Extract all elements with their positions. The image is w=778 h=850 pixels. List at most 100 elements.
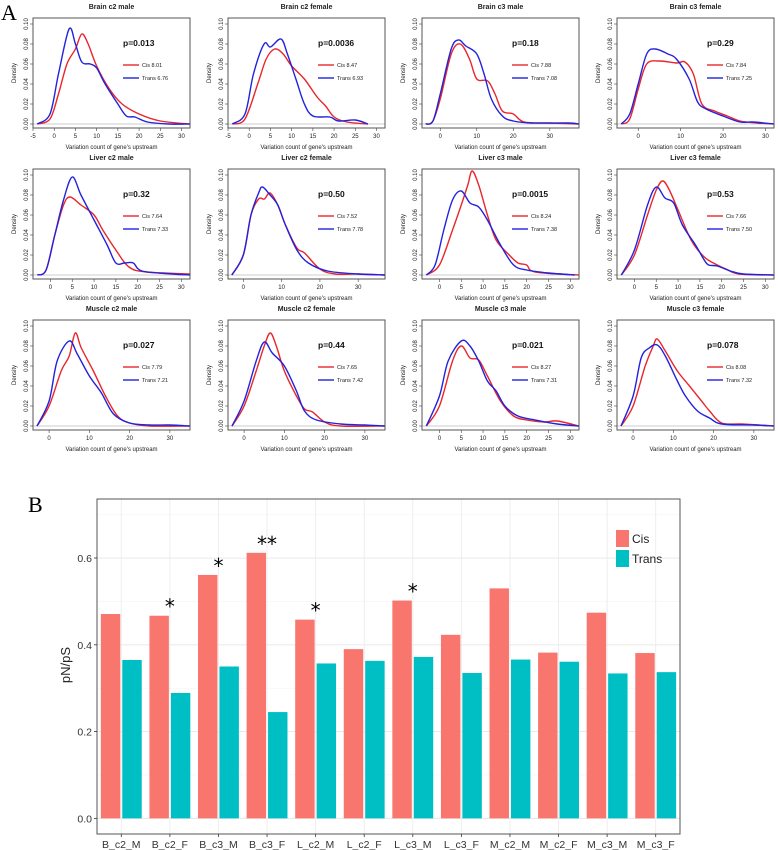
y-tick-label: 0.02	[24, 400, 30, 412]
y-tick-label: 0.00	[219, 420, 225, 432]
trans-density-curve	[620, 48, 775, 125]
x-tick-label: 15	[113, 285, 120, 291]
y-axis-label: Density	[12, 214, 18, 234]
y-tick-label: 0.6	[77, 553, 92, 565]
x-tick-label: 0	[248, 134, 252, 140]
x-tick-label: 5	[74, 134, 78, 140]
x-tick-label: 10	[91, 285, 98, 291]
density-panel: Brain c2 male 0.00 0.02 0.04 0.06 0.08 0.10 -5 0…	[12, 4, 191, 151]
y-axis-label: Density	[596, 365, 602, 385]
x-tick-label: 5	[460, 436, 464, 442]
y-tick-label: 0.02	[608, 249, 614, 261]
trans-bar	[268, 712, 288, 819]
cis-bar	[489, 588, 509, 819]
y-tick-label: 0.02	[413, 400, 419, 412]
x-tick-label: 20	[317, 285, 324, 291]
x-tick-label: 10	[675, 285, 682, 291]
density-panel: Brain c3 male 0.00 0.02 0.04 0.06 0.08 0.10 0 10…	[401, 4, 580, 151]
y-tick-label: 0.10	[413, 18, 419, 30]
y-tick-label: 0.08	[24, 340, 30, 352]
legend-trans-label: Trans 7.50	[726, 227, 752, 233]
legend-trans-label: Trans 6.76	[142, 76, 168, 82]
plot-frame	[421, 319, 580, 431]
x-tick-label: 0	[53, 134, 57, 140]
density-panel: Brain c2 female 0.00 0.02 0.04 0.06 0.08 0.10 -…	[207, 4, 386, 151]
p-value: p=0.44	[318, 340, 345, 350]
plot-background	[97, 499, 680, 834]
significance-marker: **	[257, 532, 277, 556]
y-axis-label: Density	[596, 63, 602, 83]
cis-bar	[440, 634, 461, 819]
panel-title: Muscle c3 female	[667, 306, 725, 313]
trans-bar	[656, 672, 677, 819]
x-tick-label: M_c3_M	[587, 839, 627, 850]
trans-density-curve	[36, 340, 191, 427]
y-tick-label: 0.04	[24, 78, 30, 90]
y-tick-label: 0.00	[608, 420, 614, 432]
x-axis-label: Variation count of gene's upstream	[260, 447, 352, 453]
x-tick-label: 20	[331, 134, 338, 140]
density-panel: Liver c3 female 0.00 0.02 0.04 0.06 0.08 0.10 0…	[596, 155, 775, 302]
y-tick-label: 0.06	[219, 360, 225, 372]
y-tick-label: 0.02	[219, 249, 225, 261]
y-tick-label: 0.02	[219, 98, 225, 110]
x-tick-label: L_c3_F	[444, 839, 479, 850]
x-tick-label: 15	[502, 285, 509, 291]
trans-density-curve	[620, 186, 775, 276]
plot-frame	[421, 17, 580, 129]
x-tick-label: L_c3_M	[394, 839, 431, 850]
x-tick-label: 30	[567, 285, 574, 291]
y-tick-label: 0.04	[608, 380, 614, 392]
x-tick-label: 25	[352, 134, 359, 140]
density-panel: Liver c2 female 0.00 0.02 0.04 0.06 0.08 0.10 0…	[207, 155, 386, 302]
y-tick-label: 0.08	[413, 38, 419, 50]
legend-trans-label: Trans 7.08	[531, 76, 557, 82]
density-panel: Liver c3 male 0.00 0.02 0.04 0.06 0.08 0.10 0 5 1…	[401, 155, 580, 302]
y-tick-label: 0.00	[24, 118, 30, 130]
y-tick-label: 0.06	[219, 58, 225, 70]
p-value: p=0.53	[707, 189, 734, 199]
x-tick-label: 5	[269, 134, 273, 140]
x-tick-label: 0	[438, 436, 442, 442]
x-tick-label: 25	[740, 285, 747, 291]
x-axis-label: Variation count of gene's upstream	[260, 296, 352, 302]
trans-legend-swatch	[616, 550, 629, 567]
y-tick-label: 0.04	[219, 78, 225, 90]
y-tick-label: 0.08	[219, 189, 225, 201]
y-tick-label: 0.10	[219, 18, 225, 30]
x-tick-label: 20	[510, 134, 517, 140]
x-tick-label: 20	[321, 436, 328, 442]
y-tick-label: 0.10	[608, 320, 614, 332]
y-axis-label: Density	[12, 63, 18, 83]
cis-bar	[246, 552, 267, 819]
y-tick-label: 0.00	[608, 269, 614, 281]
y-tick-label: 0.04	[608, 229, 614, 241]
x-axis-label: Variation count of gene's upstream	[649, 447, 741, 453]
x-axis-label: Variation count of gene's upstream	[649, 296, 741, 302]
y-tick-label: 0.08	[219, 340, 225, 352]
legend-cis-label: Cis 7.79	[142, 365, 162, 371]
significance-marker: *	[311, 599, 321, 623]
density-panel: Muscle c2 female 0.00 0.02 0.04 0.06 0.08 0.10…	[207, 306, 386, 453]
x-tick-label: 0	[47, 436, 51, 442]
p-value: p=0.027	[123, 340, 155, 350]
trans-density-curve	[37, 176, 191, 276]
trans-density-curve	[231, 38, 369, 125]
y-tick-label: 0.08	[413, 189, 419, 201]
x-tick-label: B_c3_F	[249, 839, 285, 850]
density-panel: Brain c3 female 0.00 0.02 0.04 0.06 0.08 0.10 0…	[596, 4, 775, 151]
x-tick-label: 0	[438, 285, 442, 291]
density-panel: Muscle c3 female 0.00 0.02 0.04 0.06 0.08 0.10…	[596, 306, 775, 453]
plot-frame	[227, 17, 386, 129]
legend-cis-label: Cis 7.65	[337, 365, 357, 371]
legend-trans-label: Trans 7.21	[142, 378, 168, 384]
x-tick-label: 5	[460, 285, 464, 291]
cis-bar	[100, 613, 121, 819]
panel-title: Liver c3 female	[670, 155, 721, 162]
cis-legend-swatch	[616, 530, 629, 547]
x-tick-label: 5	[71, 285, 75, 291]
y-tick-label: 0.10	[219, 320, 225, 332]
x-tick-label: 0	[242, 436, 246, 442]
